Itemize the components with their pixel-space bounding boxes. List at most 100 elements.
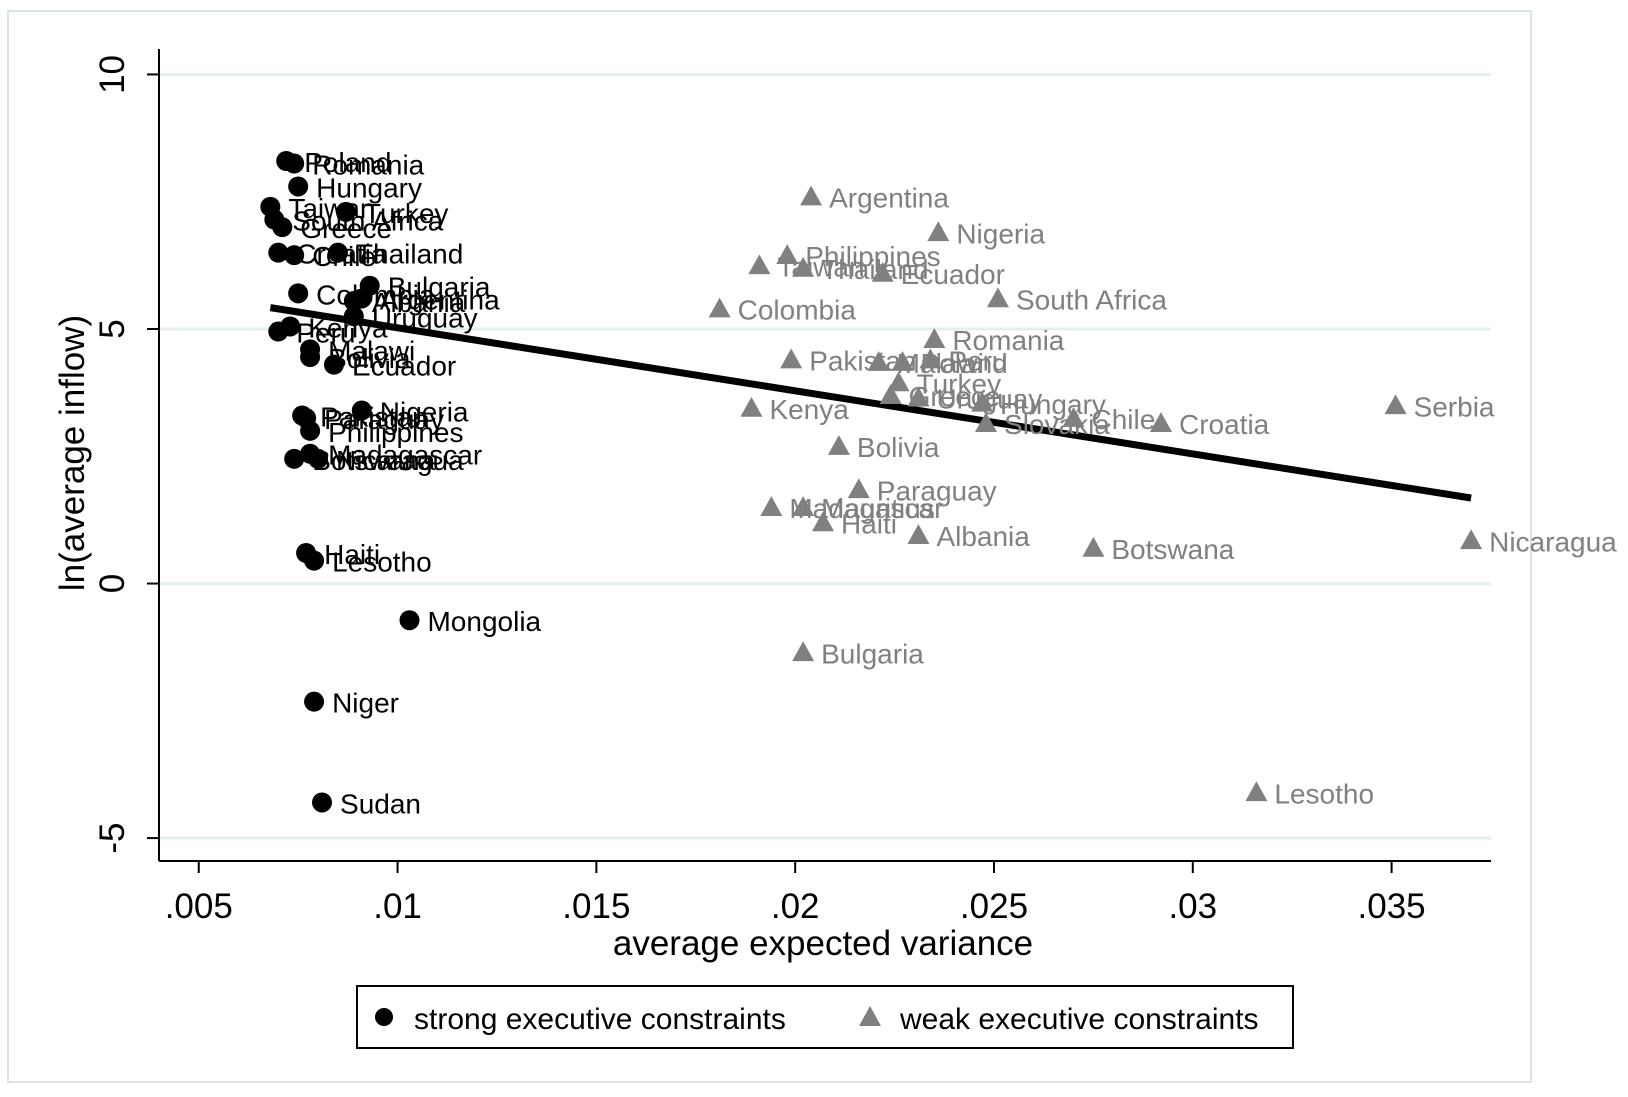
point-label-strong: Kenya [308,312,388,343]
y-tick-label: -5 [93,823,132,854]
point-weak [907,386,930,407]
point-weak [812,511,835,532]
y-tick-label: 10 [93,55,132,94]
figure-frame [7,10,1532,1083]
point-strong [312,792,333,813]
point-label-strong: Philippines [328,417,463,448]
point-label-weak: Bolivia [857,432,940,463]
point-label-weak: Serbia [1414,391,1495,422]
point-weak [1062,407,1085,427]
x-tick-label: .015 [562,887,630,926]
point-strong [268,321,289,342]
point-label-strong: Greece [300,213,392,244]
x-tick-label: .03 [1168,887,1217,926]
point-label-weak: Haiti [841,508,897,539]
point-label-weak: Albania [936,521,1030,552]
point-weak [887,371,910,392]
point-strong [288,283,309,304]
point-label-strong: Turkey [364,198,449,229]
legend-box [356,985,1294,1049]
point-strong [351,400,372,421]
point-weak [879,384,902,404]
point-strong [284,245,305,266]
point-label-strong: Nigeria [380,396,469,427]
point-label-weak: Argentina [829,183,949,214]
point-weak [1245,781,1268,802]
point-label-weak: Slovakia [1004,409,1110,440]
point-label-weak: Lesotho [1274,778,1374,809]
point-label-weak: Chile [1092,404,1156,435]
point-strong [300,420,321,441]
point-weak [927,221,950,242]
point-weak [792,496,815,516]
point-weak [919,348,942,369]
y-axis-title: ln(average inflow) [53,315,92,591]
point-label-weak: Paraguay [877,475,997,506]
x-tick-label: .005 [165,887,233,926]
point-label-strong: Colombia [316,279,435,310]
point-label-weak: South Africa [1016,284,1167,315]
point-strong [272,217,293,238]
point-label-weak: Kenya [769,394,849,425]
point-label-weak: Taiwan [777,251,864,282]
point-weak [891,351,914,371]
legend-circle-icon [375,1008,393,1026]
point-label-weak: Nicaragua [1489,526,1617,557]
point-label-weak: Bulgaria [821,638,924,669]
point-label-strong: Romania [312,150,424,181]
point-strong [288,176,309,197]
point-strong [308,448,329,469]
gridlines [159,72,1491,840]
legend-label-weak: weak executive constraints [899,1003,1259,1036]
fit-line-group [269,304,1472,502]
legend-label-strong: strong executive constraints [414,1003,786,1036]
legend-triangle-icon [859,1006,881,1026]
point-weak [867,351,890,371]
point-label-strong: Botswana [312,445,435,476]
point-weak [1149,412,1172,432]
point-strong [284,448,305,469]
point-label-strong: Mongolia [427,606,541,637]
point-label-strong: Lesotho [332,547,432,578]
x-tick-label: .01 [373,887,422,926]
point-label-strong: Nicaragua [336,445,464,476]
axes: 10 5 0 -5 .005 .01 .015 .02 .025 .03 .035 [93,49,1491,926]
point-label-strong: Sudan [340,788,421,819]
point-weak [986,287,1009,308]
x-tick-label: .035 [1358,887,1426,926]
point-weak [748,254,771,275]
point-strong [323,354,344,375]
point-strong [327,242,348,263]
point-strong [343,306,364,327]
series-weak-group: ArgentinaNigeriaPhilippinesTaiwanThailan… [708,183,1617,809]
point-strong [343,291,364,311]
point-weak [800,185,823,206]
point-label-strong: Taiwan [288,193,375,224]
x-tick-label: .02 [771,887,820,926]
point-weak [740,396,763,417]
point-label-strong: Thailand [356,239,463,270]
point-weak [1082,536,1105,557]
y-tick-label: 0 [93,574,132,593]
x-axis-title: average expected variance [613,924,1033,963]
point-label-strong: Bulgaria [388,272,491,303]
y-tick-label: 5 [93,319,132,338]
point-strong [304,691,325,712]
point-label-strong: Albania [372,287,466,318]
point-label-strong: Uruguay [372,302,478,333]
point-strong [304,550,325,571]
point-label-strong: Paraguay [324,404,444,435]
point-label-weak: Botswana [1111,534,1234,565]
point-label-weak: Peru [948,346,1007,377]
point-label-strong: South Africa [292,206,443,237]
point-strong [399,610,420,631]
point-weak [760,496,783,516]
point-label-weak: Hungary [1000,389,1106,420]
legend: strong executive constraints weak execut… [356,985,1294,1049]
point-label-strong: Hungary [316,172,422,203]
point-label-strong: Niger [332,688,399,719]
point-label-strong: Ecuador [352,351,456,382]
